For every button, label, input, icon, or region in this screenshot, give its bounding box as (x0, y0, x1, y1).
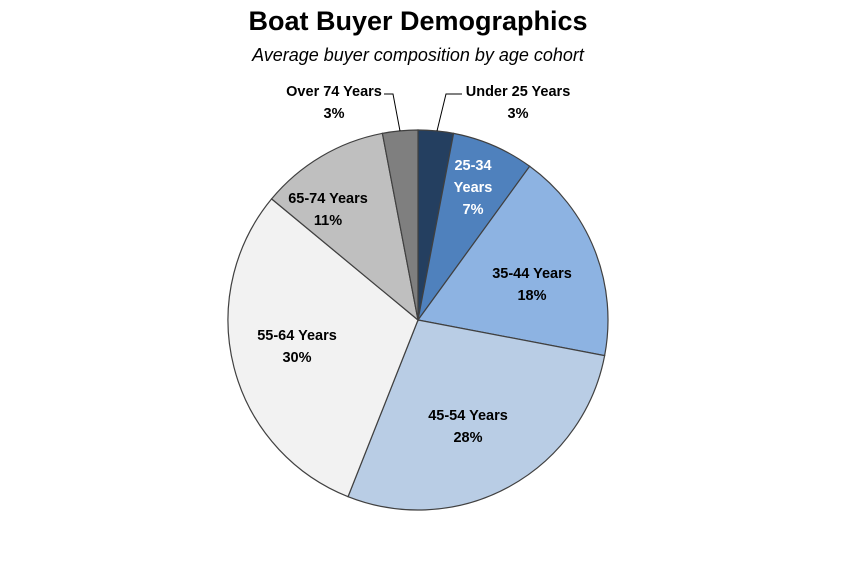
slice-label-under-25-years: Under 25 Years 3% (466, 84, 571, 122)
leader-line-under-25-years (436, 93, 462, 132)
slice-label-55-64-years: 55-64 Years 30% (257, 328, 337, 366)
pie-slice-35-44-years (416, 165, 609, 357)
chart-subtitle: Average buyer composition by age cohort (252, 45, 584, 65)
slice-label-65-74-years: 65-74 Years 11% (288, 191, 368, 229)
slice-label-25-34-years: 25-34 Years 7% (454, 158, 493, 218)
slice-label-over-74-years: Over 74 Years 3% (286, 84, 382, 122)
slice-label-35-44-years: 35-44 Years 18% (492, 266, 572, 304)
chart-title: Boat Buyer Demographics (248, 6, 588, 36)
pie-slice-45-54-years (347, 319, 606, 511)
pie-slice-55-64-years (227, 198, 419, 498)
pie-slice-65-74-years (270, 132, 419, 322)
leader-line-over-74-years (384, 93, 401, 132)
slice-label-45-54-years: 45-54 Years 28% (428, 408, 508, 446)
